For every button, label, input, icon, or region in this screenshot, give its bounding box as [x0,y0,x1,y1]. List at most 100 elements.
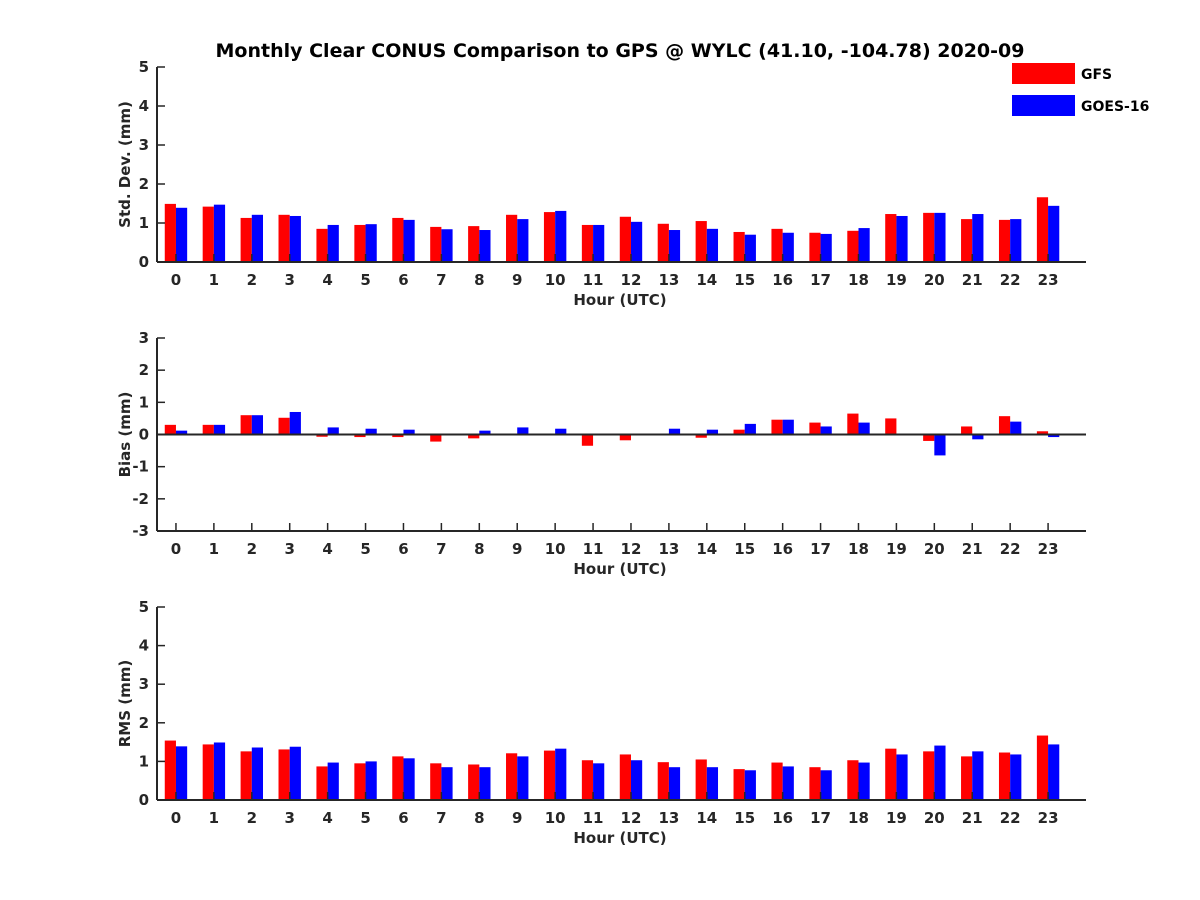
bar-gfs-hour-15 [733,231,745,262]
bar-goes-16-hour-18 [858,762,870,800]
x-tick-label: 10 [545,809,566,827]
bar-gfs-hour-8 [468,434,480,439]
bar-goes-16-hour-16 [782,419,794,435]
bar-goes-16-hour-1 [213,204,226,262]
bar-goes-16-hour-21 [972,751,984,800]
bar-gfs-hour-7 [430,763,442,800]
bar-gfs-hour-2 [240,751,252,800]
bar-goes-16-hour-0 [175,430,188,435]
x-tick-label: 22 [1000,540,1021,558]
x-tick-label: 16 [772,271,793,289]
bar-goes-16-hour-15 [744,234,756,262]
bar-goes-16-hour-3 [289,411,301,435]
bar-gfs-hour-20 [923,434,935,441]
bar-goes-16-hour-1 [213,742,226,800]
bar-goes-16-hour-20 [934,434,946,456]
x-tick-label: 23 [1038,540,1059,558]
bar-goes-16-hour-0 [175,746,188,800]
x-tick-label: 9 [512,271,522,289]
x-tick-label: 5 [360,271,370,289]
x-tick-label: 11 [583,540,604,558]
bar-goes-16-hour-2 [251,415,263,435]
bar-goes-16-hour-11 [593,763,605,800]
x-tick-label: 0 [171,540,181,558]
bar-gfs-hour-1 [202,424,214,435]
x-tick-label: 15 [734,271,755,289]
bar-goes-16-hour-4 [327,427,339,435]
x-tick-label: 16 [772,809,793,827]
bar-gfs-hour-7 [430,226,442,262]
x-tick-label: 1 [209,271,219,289]
x-tick-label: 2 [247,809,257,827]
bar-goes-16-hour-5 [365,761,377,800]
bar-gfs-hour-11 [581,224,594,262]
x-axis-label: Hour (UTC) [573,560,666,578]
y-tick-label: 1 [139,393,149,411]
x-tick-label: 12 [621,271,642,289]
bar-goes-16-hour-4 [327,762,339,800]
bar-goes-16-hour-14 [706,429,719,435]
x-tick-label: 3 [284,809,294,827]
bar-gfs-hour-6 [392,434,404,438]
bar-goes-16-hour-7 [441,229,453,262]
bar-goes-16-hour-19 [896,754,908,800]
x-axis-label: Hour (UTC) [573,291,666,309]
bar-gfs-hour-23 [1036,431,1049,435]
bar-goes-16-hour-17 [820,233,832,262]
x-tick-label: 23 [1038,809,1059,827]
bar-gfs-hour-9 [506,214,518,262]
x-tick-label: 5 [360,809,370,827]
x-tick-label: 1 [209,809,219,827]
x-tick-label: 9 [512,540,522,558]
bar-gfs-hour-3 [278,749,290,800]
x-tick-label: 8 [474,809,484,827]
bar-gfs-hour-18 [847,760,859,800]
bar-gfs-hour-1 [202,206,214,262]
bar-gfs-hour-0 [164,424,176,435]
y-tick-label: -3 [132,522,149,540]
x-tick-label: 18 [848,809,869,827]
bar-gfs-hour-12 [619,216,631,262]
bar-goes-16-hour-14 [706,228,719,262]
y-tick-label: 0 [139,253,149,271]
x-axis-label: Hour (UTC) [573,829,666,847]
bar-gfs-hour-11 [581,760,594,800]
x-tick-label: 11 [583,809,604,827]
bar-gfs-hour-0 [164,740,176,800]
bar-gfs-hour-18 [847,230,859,262]
bar-goes-16-hour-15 [744,423,756,435]
x-tick-label: 21 [962,809,983,827]
x-tick-label: 19 [886,271,907,289]
bar-goes-16-hour-15 [744,770,756,800]
bar-gfs-hour-19 [885,418,897,435]
bar-gfs-hour-13 [657,223,669,262]
bar-gfs-hour-22 [998,752,1011,800]
legend-label: GFS [1081,67,1112,83]
bar-gfs-hour-1 [202,744,214,800]
y-tick-label: 4 [139,637,149,655]
y-axis-label: Std. Dev. (mm) [116,101,134,228]
bar-goes-16-hour-16 [782,232,794,262]
bar-goes-16-hour-6 [403,758,415,800]
bar-gfs-hour-15 [733,769,745,800]
x-tick-label: 6 [398,809,408,827]
x-tick-label: 6 [398,271,408,289]
bar-gfs-hour-10 [543,750,556,800]
bar-gfs-hour-21 [961,219,973,262]
bar-gfs-hour-19 [885,748,897,800]
bar-goes-16-hour-17 [820,770,832,800]
bar-gfs-hour-2 [240,217,252,262]
bar-gfs-hour-21 [961,756,973,800]
bar-goes-16-hour-6 [403,429,415,435]
bar-gfs-hour-16 [771,762,783,800]
legend-label: GOES-16 [1081,99,1149,115]
bar-goes-16-hour-11 [593,224,605,262]
x-tick-label: 19 [886,540,907,558]
bar-goes-16-hour-6 [403,219,415,262]
bar-gfs-hour-23 [1036,197,1049,262]
bar-gfs-hour-11 [581,434,594,446]
bar-goes-16-hour-10 [555,428,567,435]
bar-gfs-hour-5 [354,434,366,438]
bar-goes-16-hour-12 [630,221,643,262]
